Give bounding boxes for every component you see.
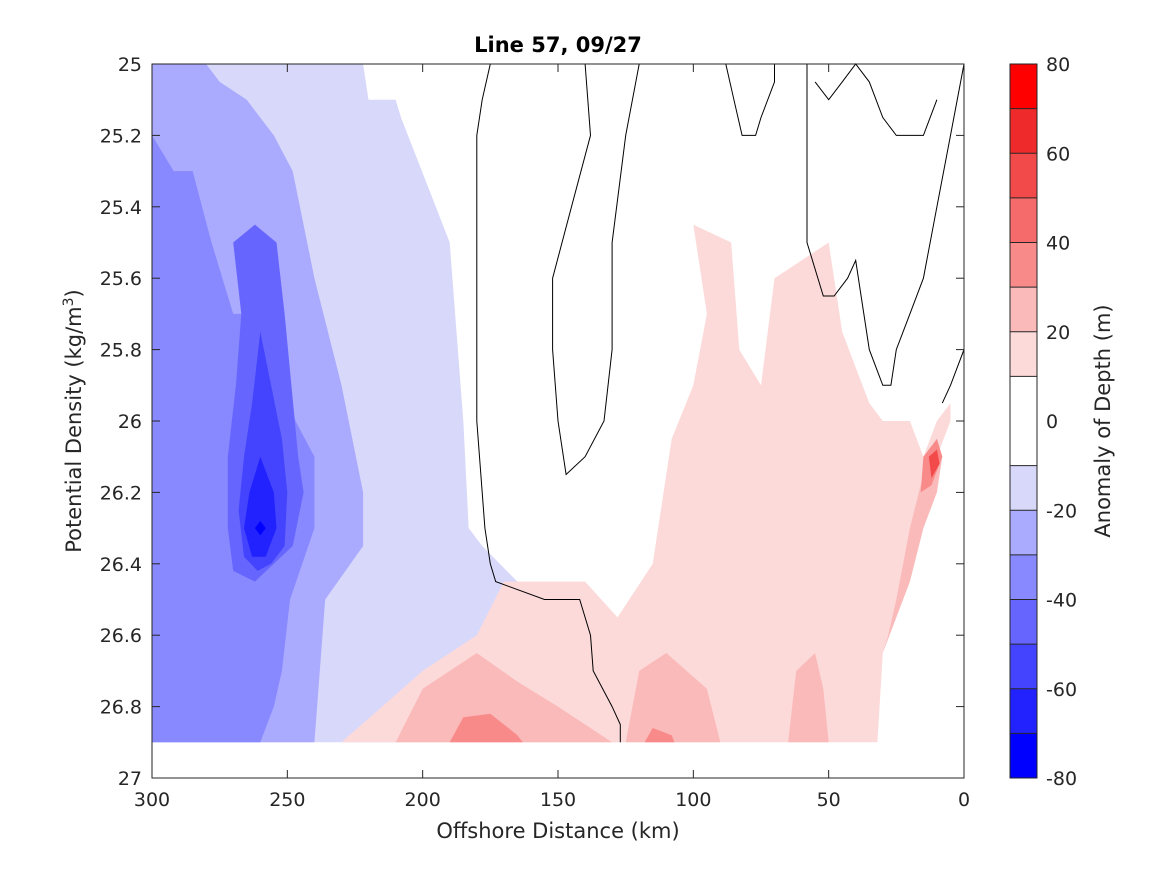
zero-contour-line-1 [552, 63, 640, 476]
x-tick-label: 50 [817, 789, 841, 811]
x-tick-label: 200 [405, 789, 441, 811]
contour-region-level-20-10 [788, 653, 829, 743]
contour-region-level-20-8 [395, 653, 613, 743]
y-tick-label: 27 [118, 768, 142, 790]
y-axis-label: Potential Density (kg/m3) [61, 289, 86, 553]
plot-area [151, 63, 965, 779]
colorbar-band [1010, 242, 1037, 288]
colorbar-tick-label: 60 [1046, 143, 1070, 165]
contour-region-level-10-7 [341, 224, 951, 743]
colorbar-band [1010, 733, 1037, 778]
colorbar-tick-label: -20 [1046, 500, 1077, 522]
x-tick-label: 150 [540, 789, 576, 811]
zero-contour-line-3 [806, 63, 965, 386]
colorbar-tick-label: -80 [1046, 768, 1077, 790]
colorbar-band [1010, 554, 1037, 600]
colorbar-band [1010, 644, 1037, 689]
y-axis-label-end: ) [62, 289, 86, 297]
contour-region-level-30-13 [644, 728, 675, 743]
contour-region-level-neg70-6 [254, 521, 266, 536]
contour-region-level-neg60-5 [244, 456, 277, 557]
contour-region-level-20-11 [882, 438, 943, 653]
colorbar-frame [1009, 63, 1038, 779]
colorbar-band [1010, 688, 1037, 734]
y-tick-label: 26.4 [100, 554, 142, 576]
y-axis-label-superscript: 3 [61, 297, 77, 306]
y-tick-label: 25 [118, 54, 142, 76]
colorbar: -80 -60 -40 -20 0 20 40 60 80 Anomaly of Depth (… [1009, 54, 1115, 790]
colorbar-tick-label: 40 [1046, 233, 1070, 255]
colorbar-band [1010, 64, 1037, 109]
contour-region-level-20-9 [625, 653, 721, 743]
colorbar-tick-label: 20 [1046, 322, 1070, 344]
y-tick-label: 25.2 [100, 125, 142, 147]
y-axis: 25 25.2 25.4 25.6 25.8 26 26.2 26.4 26.6 26.8 27 [100, 54, 964, 790]
colorbar-label: Anomaly of Depth (m) [1091, 304, 1115, 537]
colorbar-band [1010, 599, 1037, 645]
y-tick-label: 26.2 [100, 482, 142, 504]
colorbar-band [1010, 331, 1037, 377]
colorbar-ticks: -80 -60 -40 -20 0 20 40 60 80 [1046, 54, 1077, 790]
colorbar-bands [1010, 64, 1037, 778]
y-tick-label: 25.4 [100, 197, 142, 219]
y-tick-label: 26.8 [100, 697, 142, 719]
zero-contour-line-4 [814, 63, 938, 136]
colorbar-band [1010, 108, 1037, 154]
x-tick-label: 100 [675, 789, 711, 811]
colorbar-tick-label: 80 [1046, 54, 1070, 76]
colorbar-tick-label: 0 [1046, 411, 1058, 433]
y-tick-label: 25.8 [100, 340, 142, 362]
contour-fills [152, 64, 951, 743]
colorbar-tick-label: -40 [1046, 590, 1077, 612]
contour-region-level-30-12 [449, 713, 523, 743]
y-tick-label: 26.6 [100, 625, 142, 647]
colorbar-tick-label: -60 [1046, 679, 1077, 701]
colorbar-band [1010, 287, 1037, 332]
colorbar-band [1010, 510, 1037, 555]
x-axis: 300 250 200 150 100 50 0 [134, 64, 970, 811]
x-tick-label: 250 [269, 789, 305, 811]
y-axis-label-main: Potential Density (kg/m [62, 306, 86, 552]
colorbar-band [1010, 153, 1037, 198]
contour-region-level-40-15 [928, 449, 940, 479]
zero-contour-line-0 [476, 63, 621, 743]
x-tick-label: 300 [134, 789, 170, 811]
colorbar-band [1010, 465, 1037, 511]
chart-title: Line 57, 09/27 [474, 33, 642, 57]
y-tick-label: 25.6 [100, 268, 142, 290]
colorbar-band [1010, 197, 1037, 243]
x-axis-label: Offshore Distance (km) [436, 819, 679, 843]
zero-contour-line-2 [725, 63, 775, 136]
x-tick-label: 0 [958, 789, 970, 811]
colorbar-band [1010, 376, 1037, 466]
y-tick-label: 26 [118, 411, 142, 433]
zero-contour-lines [476, 63, 965, 743]
